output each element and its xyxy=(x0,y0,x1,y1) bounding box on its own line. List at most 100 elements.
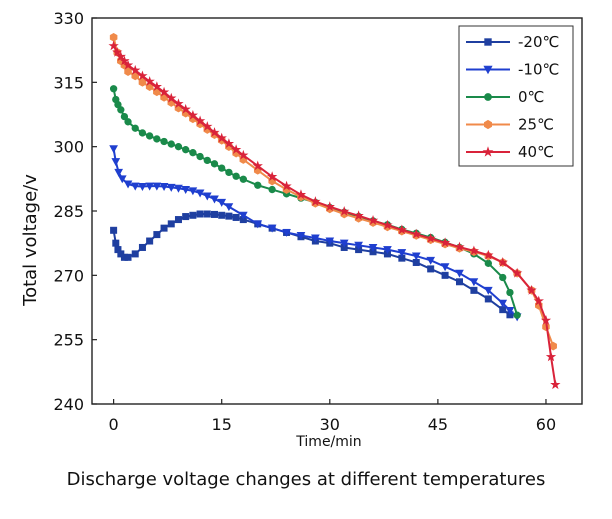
data-point xyxy=(174,184,183,193)
data-point xyxy=(188,187,198,196)
data-point xyxy=(181,186,191,195)
data-point xyxy=(533,295,544,306)
data-point xyxy=(130,182,140,191)
data-point xyxy=(513,311,521,319)
data-point xyxy=(238,149,249,160)
data-point xyxy=(218,164,226,172)
data-point xyxy=(540,314,552,325)
data-point xyxy=(325,237,335,246)
data-point xyxy=(110,226,118,234)
data-point xyxy=(498,299,508,308)
data-point xyxy=(224,203,234,212)
y-axis-label: Total voltage/v xyxy=(20,174,41,307)
data-point xyxy=(368,243,378,252)
legend-label: 40℃ xyxy=(518,143,554,161)
data-point xyxy=(441,271,449,279)
data-point xyxy=(505,307,515,315)
data-point xyxy=(138,243,146,251)
data-point xyxy=(230,144,242,155)
data-point xyxy=(203,210,211,218)
data-point xyxy=(440,263,450,272)
data-point xyxy=(282,228,291,237)
data-point xyxy=(115,51,126,61)
data-point xyxy=(117,106,125,114)
data-point xyxy=(160,224,168,232)
data-point xyxy=(483,249,494,260)
y-tick-label: 315 xyxy=(53,73,84,92)
data-point xyxy=(196,152,204,161)
series-layer xyxy=(108,32,561,390)
series--20℃ xyxy=(110,210,514,319)
data-point xyxy=(411,252,421,261)
data-point xyxy=(499,273,507,282)
data-point xyxy=(468,245,480,256)
data-point xyxy=(217,198,227,207)
data-point xyxy=(131,124,139,132)
data-point xyxy=(195,189,205,198)
data-point xyxy=(114,168,124,177)
data-point xyxy=(545,351,557,362)
data-point xyxy=(108,40,119,51)
y-tick-label: 240 xyxy=(53,395,84,414)
data-point xyxy=(189,149,197,157)
data-point xyxy=(238,211,248,220)
data-point xyxy=(454,241,465,252)
chart-caption: Discharge voltage changes at different t… xyxy=(66,469,546,490)
y-tick-label: 300 xyxy=(53,138,84,157)
data-point xyxy=(252,160,263,171)
data-point xyxy=(112,46,123,57)
data-point xyxy=(324,201,335,212)
data-point xyxy=(225,168,233,177)
data-point xyxy=(111,158,121,167)
data-point xyxy=(232,213,240,221)
data-point xyxy=(202,121,213,131)
data-point xyxy=(159,183,169,192)
data-point xyxy=(511,267,523,278)
data-point xyxy=(166,183,176,192)
data-point xyxy=(203,156,211,165)
data-point xyxy=(396,224,408,235)
data-point xyxy=(497,257,508,267)
data-point xyxy=(166,92,177,103)
data-point xyxy=(232,172,240,180)
y-tick-label: 255 xyxy=(53,331,84,350)
data-point xyxy=(426,256,436,265)
data-point xyxy=(216,132,227,143)
x-axis-label: Time/min xyxy=(295,434,361,450)
data-point xyxy=(425,233,436,243)
data-point xyxy=(506,288,514,297)
data-point xyxy=(253,220,263,229)
legend-marker xyxy=(484,93,492,101)
data-point xyxy=(210,195,219,204)
data-point xyxy=(138,183,147,192)
data-point xyxy=(122,59,134,70)
data-point xyxy=(131,250,139,258)
data-point xyxy=(483,286,493,295)
data-point xyxy=(167,220,175,228)
data-point xyxy=(182,146,190,154)
data-point xyxy=(160,137,168,146)
data-point xyxy=(130,64,141,75)
legend-entry: 40℃ xyxy=(466,143,554,161)
data-point xyxy=(383,246,392,255)
data-point xyxy=(109,85,118,93)
data-point xyxy=(469,278,479,287)
data-point xyxy=(484,295,492,303)
data-point xyxy=(411,228,422,239)
data-point xyxy=(382,219,393,230)
data-point xyxy=(211,210,219,218)
legend-label: -20℃ xyxy=(518,33,559,51)
data-point xyxy=(153,135,161,143)
data-point xyxy=(109,32,118,42)
legend-marker xyxy=(483,65,493,75)
data-point xyxy=(194,115,206,126)
data-point xyxy=(180,103,191,114)
legend-label: 0℃ xyxy=(518,88,544,106)
data-point xyxy=(295,189,307,200)
y-tick-label: 330 xyxy=(53,9,84,28)
data-point xyxy=(225,212,233,220)
legend-entry: -10℃ xyxy=(466,61,559,79)
data-point xyxy=(119,55,130,66)
data-point xyxy=(145,182,154,191)
